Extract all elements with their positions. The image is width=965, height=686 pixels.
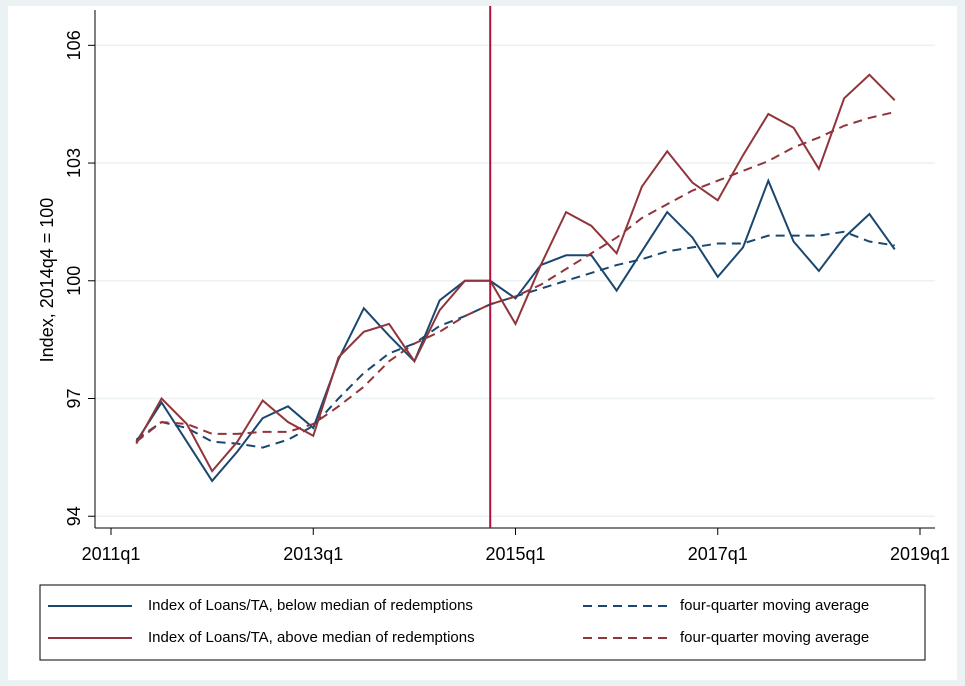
legend-label: Index of Loans/TA, below median of redem… — [148, 597, 473, 614]
y-tick-label: 106 — [64, 30, 84, 60]
x-tick-label: 2011q1 — [82, 544, 141, 564]
y-tick-label: 94 — [64, 506, 84, 526]
y-tick-label: 103 — [64, 148, 84, 178]
x-tick-label: 2017q1 — [688, 544, 748, 564]
legend: Index of Loans/TA, below median of redem… — [39, 584, 926, 661]
legend-label: four-quarter moving average — [680, 597, 869, 614]
x-tick-label: 2019q1 — [890, 544, 950, 564]
series-line — [135, 73, 896, 473]
y-axis-title: Index, 2014q4 = 100 — [37, 198, 57, 363]
legend-label: four-quarter moving average — [680, 629, 869, 646]
y-tick-label: 97 — [64, 388, 84, 408]
series-line — [135, 111, 895, 443]
y-tick-label: 100 — [64, 266, 84, 296]
legend-label: Index of Loans/TA, above median of redem… — [148, 629, 475, 646]
series-line — [135, 177, 896, 483]
x-tick-label: 2013q1 — [283, 544, 343, 564]
plot-area — [95, 10, 935, 528]
x-tick-label: 2015q1 — [485, 544, 545, 564]
legend-box — [39, 584, 926, 661]
